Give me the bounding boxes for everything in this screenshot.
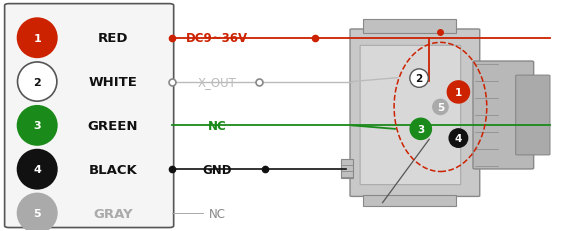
- Text: 3: 3: [417, 124, 425, 134]
- Text: BLACK: BLACK: [88, 163, 137, 176]
- Ellipse shape: [433, 100, 448, 115]
- Ellipse shape: [17, 194, 57, 231]
- Ellipse shape: [447, 82, 470, 103]
- FancyBboxPatch shape: [5, 5, 173, 228]
- FancyBboxPatch shape: [360, 46, 461, 185]
- Text: DC9~36V: DC9~36V: [186, 32, 248, 45]
- Text: 2: 2: [415, 74, 423, 84]
- Ellipse shape: [449, 129, 468, 148]
- Ellipse shape: [410, 70, 428, 88]
- Text: 2: 2: [33, 77, 41, 87]
- Bar: [363, 195, 455, 206]
- Text: 5: 5: [437, 103, 444, 112]
- Ellipse shape: [17, 19, 57, 58]
- Text: 4: 4: [455, 134, 462, 143]
- Text: RED: RED: [98, 32, 128, 45]
- FancyBboxPatch shape: [350, 30, 480, 197]
- FancyBboxPatch shape: [473, 62, 534, 169]
- Text: 1: 1: [455, 88, 462, 97]
- Text: GND: GND: [202, 163, 231, 176]
- Text: X_OUT: X_OUT: [198, 76, 236, 89]
- Text: GREEN: GREEN: [88, 119, 138, 132]
- Ellipse shape: [17, 150, 57, 189]
- Bar: [363, 20, 455, 34]
- Bar: [341, 159, 354, 179]
- Ellipse shape: [410, 119, 431, 140]
- Text: WHITE: WHITE: [88, 76, 137, 89]
- FancyBboxPatch shape: [516, 76, 550, 155]
- Text: 3: 3: [33, 121, 41, 131]
- Text: 5: 5: [33, 208, 41, 218]
- Text: NC: NC: [208, 207, 225, 219]
- Ellipse shape: [17, 63, 57, 102]
- Text: NC: NC: [208, 119, 226, 132]
- Ellipse shape: [17, 106, 57, 145]
- Text: 1: 1: [33, 33, 41, 44]
- Text: GRAY: GRAY: [93, 207, 133, 219]
- Text: 4: 4: [33, 164, 41, 174]
